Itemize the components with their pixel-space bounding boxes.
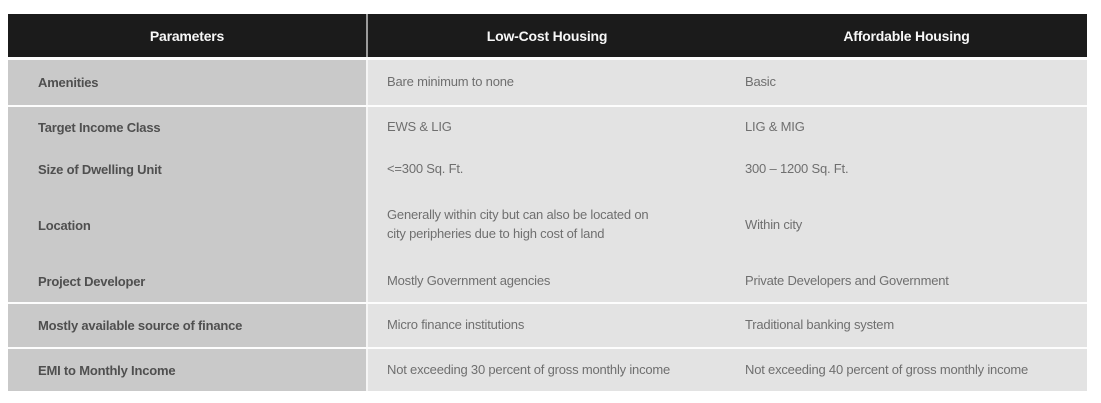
column-header-low-cost-housing: Low-Cost Housing [366, 14, 726, 57]
param-cell: Target Income Class [8, 107, 366, 148]
affordable-cell: Private Developers and Government [726, 260, 1087, 302]
affordable-cell: Not exceeding 40 percent of gross monthl… [726, 349, 1087, 391]
param-cell: Location [8, 190, 366, 260]
param-cell: Mostly available source of finance [8, 304, 366, 347]
low-cost-cell: <=300 Sq. Ft. [366, 148, 726, 190]
table-row-emi-to-monthly-income: EMI to Monthly Income Not exceeding 30 p… [8, 347, 1087, 391]
param-cell: Size of Dwelling Unit [8, 148, 366, 190]
affordable-cell: Basic [726, 60, 1087, 105]
affordable-cell: Within city [726, 190, 1087, 260]
param-cell: EMI to Monthly Income [8, 349, 366, 391]
table-row-location: Location Generally within city but can a… [8, 190, 1087, 260]
table-row-size-of-dwelling-unit: Size of Dwelling Unit <=300 Sq. Ft. 300 … [8, 148, 1087, 190]
affordable-cell: Traditional banking system [726, 304, 1087, 347]
table-header-row: Parameters Low-Cost Housing Affordable H… [8, 14, 1087, 60]
low-cost-cell: Mostly Government agencies [366, 260, 726, 302]
low-cost-cell: Not exceeding 30 percent of gross monthl… [366, 349, 726, 391]
low-cost-cell: EWS & LIG [366, 107, 726, 148]
affordable-cell: LIG & MIG [726, 107, 1087, 148]
param-cell: Project Developer [8, 260, 366, 302]
table-row-source-of-finance: Mostly available source of finance Micro… [8, 302, 1087, 347]
table-row-amenities: Amenities Bare minimum to none Basic [8, 60, 1087, 105]
low-cost-cell: Bare minimum to none [366, 60, 726, 105]
table-row-project-developer: Project Developer Mostly Government agen… [8, 260, 1087, 302]
column-header-parameters: Parameters [8, 14, 366, 57]
low-cost-cell: Generally within city but can also be lo… [366, 190, 726, 260]
column-header-affordable-housing: Affordable Housing [726, 14, 1087, 57]
param-cell: Amenities [8, 60, 366, 105]
affordable-cell: 300 – 1200 Sq. Ft. [726, 148, 1087, 190]
table-row-target-income-class: Target Income Class EWS & LIG LIG & MIG [8, 105, 1087, 148]
low-cost-cell: Micro finance institutions [366, 304, 726, 347]
housing-comparison-table: Parameters Low-Cost Housing Affordable H… [8, 14, 1087, 391]
